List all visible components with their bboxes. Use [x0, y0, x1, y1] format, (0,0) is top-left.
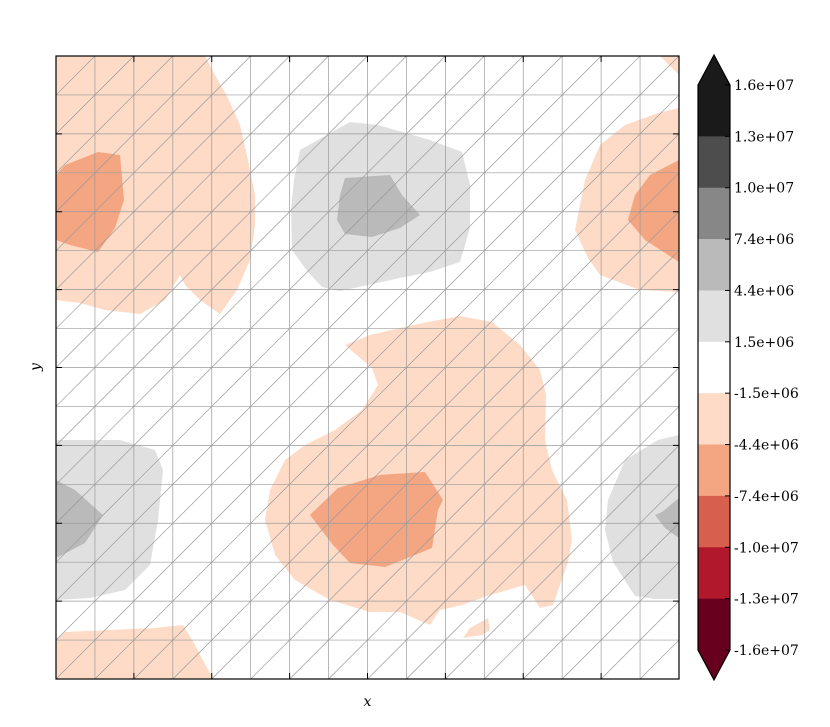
mesh-diagonal-line [445, 445, 679, 679]
colorbar-tick-label: 1.0e+07 [734, 181, 794, 197]
colorbar-tick-label: 1.3e+07 [734, 129, 794, 145]
axis-ticks [56, 56, 679, 679]
mesh-diagonal-line [56, 56, 641, 641]
colorbar-tick-label: -1.5e+06 [734, 386, 799, 402]
mesh-diagonal-line [56, 56, 446, 446]
colorbar-tick-label: -1.0e+07 [734, 540, 799, 556]
mesh-diagonal-line [172, 172, 679, 679]
colorbar-tick-label: 7.4e+06 [734, 232, 794, 248]
contour-region-lower-center-core [310, 472, 443, 567]
mesh-diagonal-line [561, 561, 679, 679]
colorbar-extend-top [698, 55, 730, 85]
mesh-diagonal-line [56, 56, 602, 602]
colorbar-band [698, 85, 730, 137]
mesh-diagonal-line [56, 56, 407, 407]
mesh-diagonal-line [56, 56, 679, 679]
y-axis-label: y [28, 362, 44, 372]
colorbar-tick-label: -4.4e+06 [734, 438, 799, 454]
contour-region-small-blob [463, 618, 490, 638]
colorbar-band [698, 187, 730, 240]
mesh-diagonal-line [56, 56, 96, 96]
colorbar-band [698, 495, 730, 548]
mesh-diagonal-line [56, 56, 485, 485]
colorbar-band [698, 341, 730, 394]
mesh-diagonal-line [56, 56, 251, 251]
colorbar-tick-label: -1.3e+07 [734, 592, 799, 608]
mesh-diagonal-line [639, 639, 679, 679]
mesh-diagonal-line [56, 56, 212, 212]
mesh-diagonal-line [600, 600, 679, 679]
contour-region-lower-right [605, 435, 679, 599]
colorbar-band [698, 444, 730, 497]
colorbar-bands [697, 53, 731, 682]
mesh-diagonal-line [56, 56, 563, 563]
colorbar-band [698, 136, 730, 189]
contour-region-upper-left [56, 56, 255, 314]
mesh-diagonal-line [211, 211, 679, 679]
colorbar-band [698, 290, 730, 343]
colorbar: 1.6e+07 1.3e+07 1.0e+07 7.4e+06 4.4e+06 1.5e+… [697, 53, 799, 682]
mesh-diagonal-line [328, 328, 679, 679]
plot-frame [55, 55, 680, 680]
colorbar-tick-label: -7.4e+06 [734, 489, 799, 505]
mesh-diagonal-line [56, 56, 329, 329]
mesh-diagonal-line [367, 367, 679, 679]
mesh-diagonal-line [56, 56, 135, 135]
contour-region-lower-right-core [655, 498, 679, 538]
contour-region-upper-left-core [56, 152, 124, 252]
colorbar-tick-label: 1.5e+06 [734, 335, 794, 351]
colorbar-tick-label: -1.6e+07 [734, 643, 799, 659]
mesh-diagonal-line [56, 56, 290, 290]
triangulation-mesh [56, 56, 679, 679]
colorbar-extend-bottom [698, 650, 730, 680]
colorbar-band [698, 239, 730, 291]
colorbar-band [698, 547, 730, 599]
mesh-diagonal-line [289, 289, 679, 679]
mesh-diagonal-line [94, 94, 679, 679]
colorbar-band [698, 393, 730, 445]
mesh-diagonal-line [56, 56, 368, 368]
colorbar-band [698, 598, 730, 651]
colorbar-tick-label: 1.6e+07 [734, 78, 794, 94]
x-axis-label: x [364, 694, 372, 710]
mesh-diagonal-line [484, 484, 679, 679]
plot-area [55, 55, 680, 680]
mesh-diagonal-line [56, 56, 524, 524]
contour-region-lower-left-core [56, 480, 103, 558]
mesh-diagonal-line [250, 250, 679, 679]
colorbar-tick-labels: 1.6e+07 1.3e+07 1.0e+07 7.4e+06 4.4e+06 1.5e+… [725, 78, 799, 659]
mesh-diagonal-line [56, 56, 174, 174]
mesh-diagonal-line [523, 523, 679, 679]
mesh-diagonal-line [133, 133, 679, 679]
mesh-diagonal-line [406, 406, 679, 679]
colorbar-tick-label: 4.4e+06 [734, 283, 794, 299]
